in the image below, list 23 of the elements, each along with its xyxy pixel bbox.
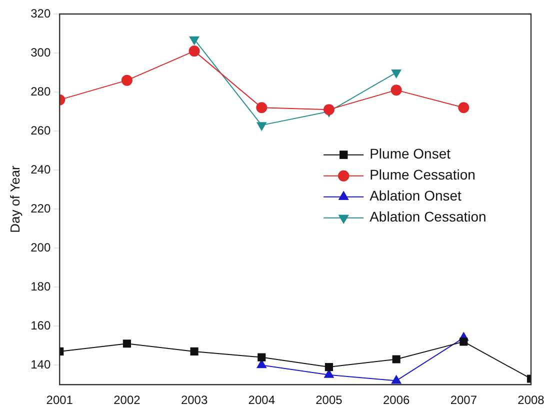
x-tick-label: 2006 [382, 393, 410, 408]
y-tick-label: 180 [30, 279, 51, 294]
y-tick-label: 280 [30, 84, 51, 98]
y-tick-label: 200 [30, 240, 51, 254]
y-tick-label: 300 [30, 45, 51, 60]
legend-label: Plume Onset [370, 146, 451, 162]
x-tick-label: 2002 [114, 393, 141, 408]
y-tick-label: 320 [30, 6, 51, 20]
y-tick-label: 240 [30, 162, 51, 176]
x-tick-label: 2007 [450, 393, 478, 408]
x-tick-label: 2003 [180, 393, 208, 408]
x-tick-label: 2001 [46, 393, 74, 408]
legend-label: Plume Cessation [370, 166, 476, 183]
y-tick-label: 140 [30, 357, 51, 372]
y-tick-label: 160 [30, 318, 51, 332]
y-tick-label: 220 [30, 201, 51, 216]
x-tick-label: 2004 [248, 393, 276, 408]
x-tick-label: 2005 [316, 393, 343, 408]
legend-label: Ablation Onset [370, 188, 462, 204]
y-tick-label: 260 [30, 123, 51, 138]
legend-label: Ablation Cessation [370, 208, 486, 225]
y-axis-title: Day of Year [7, 165, 22, 233]
x-tick-label: 2008 [518, 393, 545, 408]
